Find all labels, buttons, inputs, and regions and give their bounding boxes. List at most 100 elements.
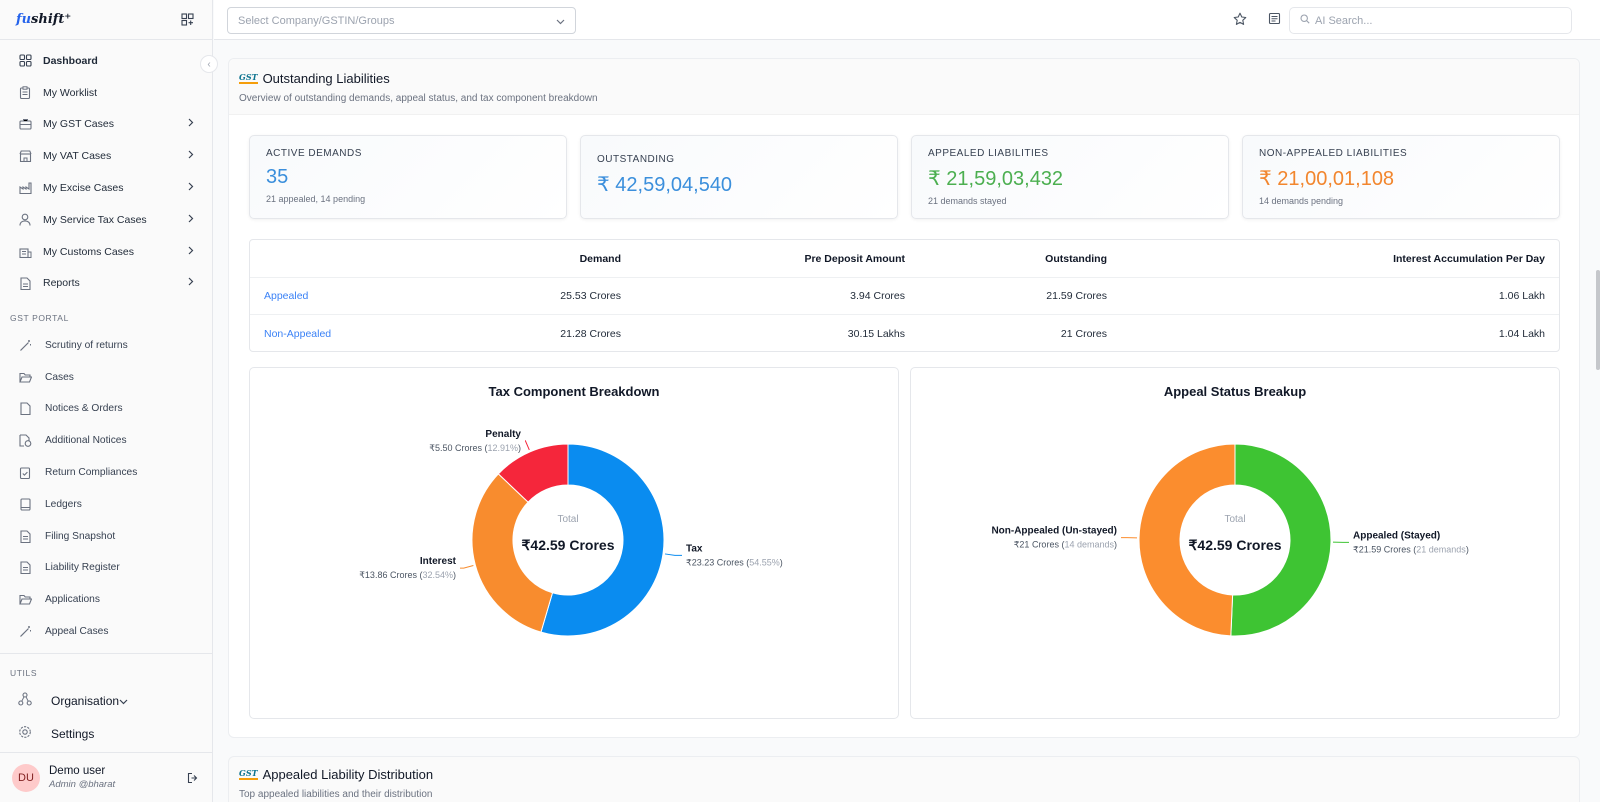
card-outstanding[interactable]: OUTSTANDING ₹ 42,59,04,540: [580, 135, 898, 219]
card-value: ₹ 21,00,01,108: [1259, 168, 1395, 190]
file-text-icon: [18, 529, 32, 543]
ai-search-input[interactable]: AI Search...: [1289, 7, 1572, 34]
slice-value-label: ₹13.86 Crores (32.54%): [359, 570, 456, 580]
sidebar-item-excise-cases[interactable]: My Excise Cases: [0, 172, 212, 204]
customs-building-icon: [18, 245, 32, 259]
slice-value-label: ₹23.23 Crores (54.55%): [686, 557, 783, 567]
brand-logo[interactable]: fushift⁺: [16, 12, 72, 27]
slice-label: Penalty: [485, 429, 521, 440]
donut-slice-non-appealed-un-stayed-[interactable]: [1138, 443, 1236, 637]
sidebar-item-label: My Excise Cases: [43, 182, 124, 195]
donut-slice-interest[interactable]: [471, 473, 554, 633]
card-non-appealed-liabilities[interactable]: NON-APPEALED LIABILITIES ₹ 21,00,01,108 …: [1242, 135, 1560, 219]
sidebar-item-label: Ledgers: [45, 498, 82, 510]
sidebar-item-customs-cases[interactable]: My Customs Cases: [0, 236, 212, 268]
table-cell: 21 Crores: [1060, 327, 1107, 340]
sidebar-item-label: My VAT Cases: [43, 150, 112, 163]
sidebar-item-reports[interactable]: Reports: [0, 268, 212, 300]
sidebar-item-liability-register[interactable]: Liability Register: [0, 552, 212, 584]
sidebar-item-label: Cases: [45, 371, 74, 383]
chevron-down-icon: [556, 16, 565, 28]
sidebar-item-cases[interactable]: Cases: [0, 361, 212, 393]
user-profile[interactable]: DU Demo user Admin @bharat: [0, 752, 213, 802]
slice-label: Interest: [420, 556, 457, 567]
panel-header: GST Outstanding Liabilities Overview of …: [229, 59, 1579, 115]
donut-slice-appealed-stayed-[interactable]: [1230, 443, 1332, 637]
sidebar-item-label: My GST Cases: [43, 118, 114, 131]
service-person-icon: [18, 213, 32, 227]
appealed-distribution-panel: GST Appealed Liability Distribution Top …: [228, 756, 1580, 802]
donut-center-value: ₹42.59 Crores: [522, 537, 615, 553]
sidebar-item-label: My Worklist: [43, 86, 98, 99]
company-select[interactable]: Select Company/GSTIN/Groups: [227, 7, 576, 34]
slice-label: Tax: [686, 543, 703, 554]
sidebar-item-filing-snapshot[interactable]: Filing Snapshot: [0, 520, 212, 552]
sidebar-item-label: Organisation: [51, 693, 120, 708]
donut-slice-tax[interactable]: [540, 443, 665, 637]
star-icon[interactable]: [1233, 12, 1247, 31]
slice-value-label: ₹5.50 Crores (12.91%): [429, 443, 521, 453]
card-note: 14 demands pending: [1259, 196, 1344, 206]
row-label-appealed-link[interactable]: Appealed: [264, 290, 309, 303]
panel-title-text: Outstanding Liabilities: [262, 71, 390, 86]
page-scrollbar[interactable]: [1596, 270, 1600, 370]
row-label-non-appealed-link[interactable]: Non-Appealed: [264, 327, 332, 340]
factory-icon: [18, 181, 32, 195]
table-cell: 1.04 Lakh: [1498, 327, 1545, 340]
table-cell: 25.53 Crores: [560, 290, 621, 303]
gst-logo-icon: GST: [239, 768, 258, 780]
sidebar-item-applications[interactable]: Applications: [0, 584, 212, 616]
sidebar-item-label: Applications: [45, 594, 100, 606]
sidebar-item-organisation[interactable]: Organisation: [0, 684, 212, 717]
avatar: DU: [12, 763, 40, 792]
sidebar-item-service-tax-cases[interactable]: My Service Tax Cases: [0, 204, 212, 236]
leader-line: [460, 564, 474, 569]
ledger-book-icon: [18, 497, 32, 511]
sidebar-item-worklist[interactable]: My Worklist: [0, 77, 212, 109]
chevron-right-icon: [187, 277, 194, 289]
clipboard-icon: [18, 86, 32, 100]
outstanding-liabilities-panel: GST Outstanding Liabilities Overview of …: [228, 58, 1580, 738]
chevron-right-icon: [187, 182, 194, 194]
company-select-placeholder: Select Company/GSTIN/Groups: [238, 14, 395, 27]
sidebar-item-label: Return Compliances: [45, 466, 138, 478]
sidebar-item-vat-cases[interactable]: My VAT Cases: [0, 140, 212, 172]
chevron-right-icon: [187, 118, 194, 130]
sidebar-item-appeal-cases[interactable]: Appeal Cases: [0, 616, 212, 648]
sidebar-item-label: My Service Tax Cases: [43, 213, 147, 226]
card-value: ₹ 21,59,03,432: [928, 168, 1064, 190]
sidebar-item-return-compliances[interactable]: Return Compliances: [0, 457, 212, 489]
file-clock-icon: [18, 434, 32, 448]
sidebar-item-gst-cases[interactable]: My GST Cases: [0, 109, 212, 141]
logo-row: fushift⁺: [0, 0, 212, 40]
sidebar-item-notices-orders[interactable]: Notices & Orders: [0, 393, 212, 425]
sidebar-item-label: My Customs Cases: [43, 245, 135, 258]
appeal-status-donut-chart: Appealed (Stayed) ₹21.59 Crores (21 deman…: [991, 443, 1469, 637]
donut-center-label: Total: [557, 514, 578, 525]
sidebar-item-scrutiny[interactable]: Scrutiny of returns: [0, 329, 212, 361]
topbar: Select Company/GSTIN/Groups AI Search...: [214, 0, 1600, 40]
logout-icon[interactable]: [187, 771, 199, 789]
summary-cards: ACTIVE DEMANDS 35 21 appealed, 14 pendin…: [249, 135, 1560, 219]
table-cell: 30.15 Lakhs: [847, 327, 905, 340]
card-active-demands[interactable]: ACTIVE DEMANDS 35 21 appealed, 14 pendin…: [249, 135, 567, 219]
sidebar-item-settings[interactable]: Settings: [0, 717, 212, 750]
card-value: 35: [266, 166, 289, 188]
chart-title: Tax Component Breakdown: [488, 384, 660, 399]
store-icon: [18, 149, 32, 163]
collapse-sidebar-button[interactable]: ‹: [200, 55, 218, 73]
search-icon: [1300, 14, 1315, 27]
sidebar-item-dashboard[interactable]: Dashboard: [0, 45, 212, 77]
layout-grid-icon[interactable]: [181, 13, 194, 26]
dashboard-icon: [18, 54, 32, 68]
newspaper-icon[interactable]: [1268, 12, 1281, 30]
chart-title: Appeal Status Breakup: [1163, 384, 1307, 399]
panel-title: GST Appealed Liability Distribution: [239, 767, 1569, 782]
card-appealed-liabilities[interactable]: APPEALED LIABILITIES ₹ 21,59,03,432 21 d…: [911, 135, 1229, 219]
card-label: OUTSTANDING: [597, 154, 675, 165]
sidebar-item-ledgers[interactable]: Ledgers: [0, 488, 212, 520]
table-cell: 3.94 Crores: [850, 290, 905, 303]
column-header-outstanding: Outstanding: [1045, 252, 1107, 265]
sidebar-item-additional-notices[interactable]: Additional Notices: [0, 425, 212, 457]
donut-slice-penalty[interactable]: [497, 443, 569, 503]
